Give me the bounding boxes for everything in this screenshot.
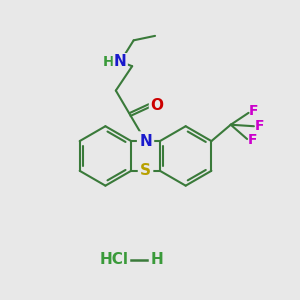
Text: H: H xyxy=(103,55,115,69)
Text: H: H xyxy=(151,253,164,268)
Text: HCl: HCl xyxy=(100,253,129,268)
Text: N: N xyxy=(114,54,127,69)
Text: F: F xyxy=(254,119,264,133)
Text: N: N xyxy=(139,134,152,148)
Text: S: S xyxy=(140,163,151,178)
Text: O: O xyxy=(150,98,163,113)
Text: F: F xyxy=(248,134,257,148)
Text: F: F xyxy=(249,104,259,118)
